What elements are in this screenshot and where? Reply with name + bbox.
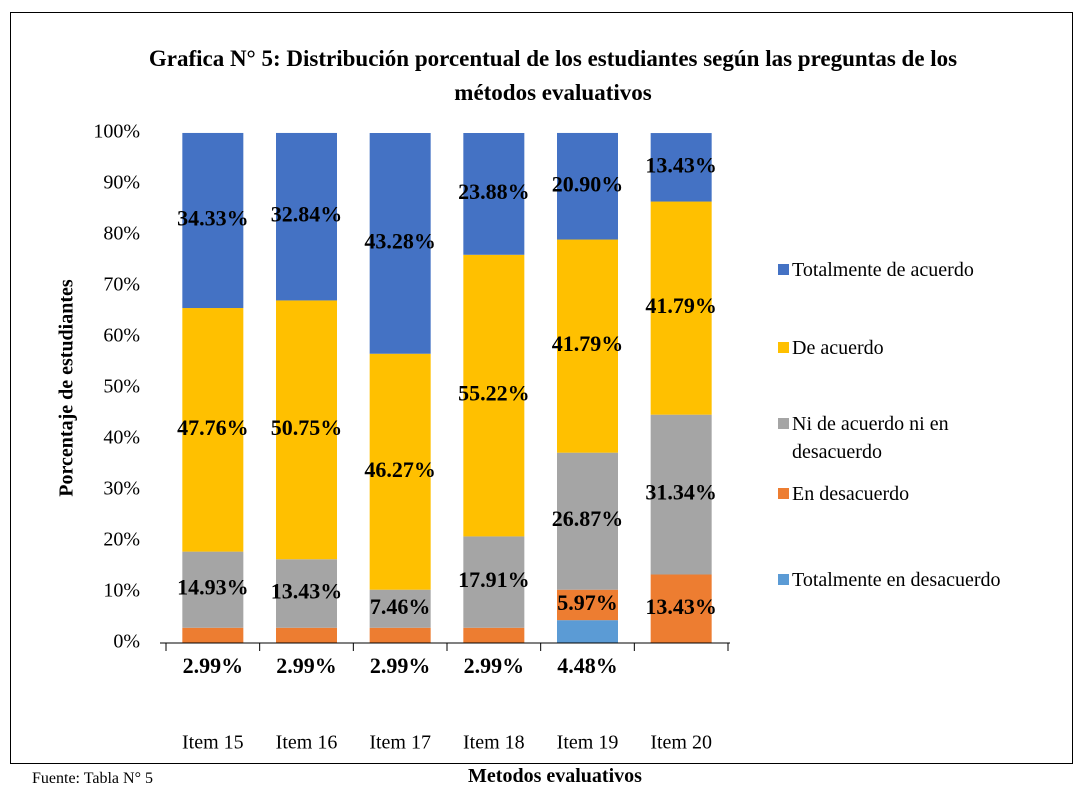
y-tick-label: 70% — [103, 274, 140, 296]
data-label: 4.48% — [557, 653, 618, 678]
data-label: 20.90% — [552, 171, 624, 196]
x-tick-label: Item 15 — [182, 732, 244, 754]
data-label: 2.99% — [370, 653, 431, 678]
legend-swatch — [778, 264, 789, 275]
data-label: 7.46% — [370, 594, 431, 619]
data-label: 2.99% — [464, 653, 525, 678]
bar-segment — [557, 132, 618, 240]
legend-swatch — [778, 418, 789, 429]
data-label: 47.76% — [177, 415, 249, 440]
source-note: Fuente: Tabla N° 5 — [32, 770, 153, 787]
data-label: 32.84% — [271, 202, 343, 227]
x-tick-label: Item 20 — [650, 732, 712, 754]
y-tick-label: 60% — [103, 325, 140, 347]
legend-item: Totalmente en desacuerdo — [778, 566, 1080, 594]
y-tick-label: 10% — [103, 580, 140, 602]
data-label: 13.43% — [645, 594, 717, 619]
bar-segment — [369, 589, 431, 628]
bar-segment — [463, 133, 525, 255]
bar-segment — [369, 627, 431, 643]
legend-swatch — [778, 342, 789, 353]
data-label: 2.99% — [183, 653, 244, 678]
legend-item: Ni de acuerdo ni en desacuerdo — [778, 410, 1007, 466]
x-tick-label: Item 17 — [369, 732, 431, 754]
bar-segment — [276, 300, 337, 560]
y-tick-label: 90% — [103, 172, 140, 194]
data-label: 5.97% — [557, 590, 618, 615]
y-tick-label: 0% — [113, 631, 140, 653]
bar-segment — [463, 254, 525, 537]
bar-segment — [276, 627, 337, 643]
data-label: 34.33% — [177, 206, 249, 231]
bar-segment — [276, 132, 337, 301]
bar-segment — [557, 620, 618, 643]
legend-item: De acuerdo — [778, 334, 1080, 362]
y-tick-label: 40% — [103, 427, 140, 449]
x-tick-label: Item 16 — [276, 732, 338, 754]
bar-segment — [369, 353, 431, 590]
y-axis-label: Porcentaje de estudiantes — [56, 279, 78, 497]
bar-segment — [650, 133, 712, 202]
legend-item: Totalmente de acuerdo — [778, 256, 1080, 284]
y-tick-label: 80% — [103, 223, 140, 245]
data-label: 43.28% — [364, 228, 436, 253]
bar-segment — [650, 201, 712, 415]
chart-frame — [10, 12, 1073, 764]
bar-segment — [557, 589, 618, 621]
y-tick-label: 50% — [103, 376, 140, 398]
legend-label: De acuerdo — [792, 337, 884, 359]
data-label: 31.34% — [645, 480, 717, 505]
x-tick-label: Item 19 — [557, 732, 619, 754]
data-label: 41.79% — [645, 293, 717, 318]
y-tick-label: 100% — [93, 121, 140, 143]
data-label: 13.43% — [271, 579, 343, 604]
legend-label: En desacuerdo — [792, 483, 910, 505]
data-label: 50.75% — [271, 415, 343, 440]
data-label: 46.27% — [364, 457, 436, 482]
data-label: 2.99% — [276, 653, 337, 678]
data-label: 17.91% — [458, 567, 530, 592]
bar-segment — [463, 627, 525, 643]
x-tick-label: Item 18 — [463, 732, 525, 754]
legend-label: Totalmente de acuerdo — [792, 259, 974, 281]
legend-item: En desacuerdo — [778, 480, 1080, 508]
legend-label: Ni de acuerdo ni en desacuerdo — [792, 413, 949, 463]
y-tick-label: 30% — [103, 478, 140, 500]
data-label: 23.88% — [458, 179, 530, 204]
data-label: 14.93% — [177, 575, 249, 600]
bar-segment — [463, 536, 525, 628]
bar-segment — [182, 308, 244, 552]
bar-segment — [369, 133, 431, 354]
chart-title: Grafica N° 5: Distribución porcentual de… — [148, 46, 958, 105]
data-label: 26.87% — [552, 506, 624, 531]
data-label: 41.79% — [552, 331, 624, 356]
bar-segment — [276, 559, 337, 628]
bar-segment — [182, 551, 244, 628]
bar-segment — [650, 574, 712, 643]
data-label: 55.22% — [458, 381, 530, 406]
bar-segment — [557, 239, 618, 453]
legend-swatch — [778, 488, 789, 499]
y-tick-label: 20% — [103, 529, 140, 551]
bar-segment — [650, 414, 712, 575]
legend-swatch — [778, 574, 789, 585]
data-label: 13.43% — [645, 152, 717, 177]
bar-segment — [557, 452, 618, 590]
x-axis-label: Metodos evaluativos — [468, 765, 642, 787]
legend-label: Totalmente en desacuerdo — [792, 569, 1001, 591]
bar-segment — [182, 132, 244, 309]
bar-segment — [182, 627, 244, 643]
